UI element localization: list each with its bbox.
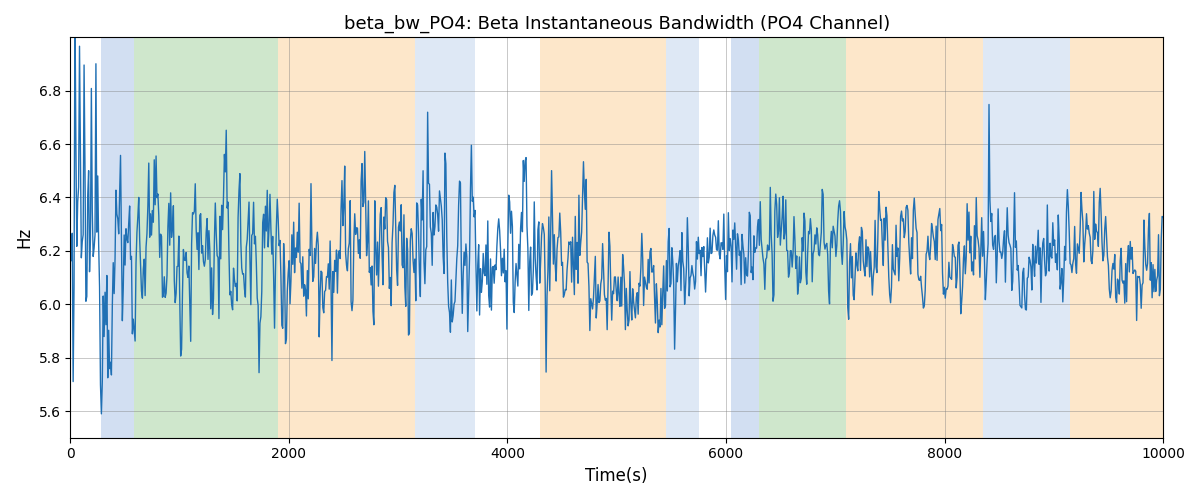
Bar — [414, 38, 475, 438]
Bar — [278, 38, 414, 438]
X-axis label: Time(s): Time(s) — [586, 467, 648, 485]
Bar — [133, 38, 278, 438]
Bar — [540, 38, 666, 438]
Bar — [1070, 38, 1163, 438]
Bar — [101, 38, 133, 438]
Title: beta_bw_PO4: Beta Instantaneous Bandwidth (PO4 Channel): beta_bw_PO4: Beta Instantaneous Bandwidt… — [343, 15, 890, 34]
Bar — [846, 38, 983, 438]
Bar — [983, 38, 1070, 438]
Bar — [666, 38, 698, 438]
Bar — [758, 38, 846, 438]
Bar — [732, 38, 758, 438]
Y-axis label: Hz: Hz — [14, 227, 32, 248]
